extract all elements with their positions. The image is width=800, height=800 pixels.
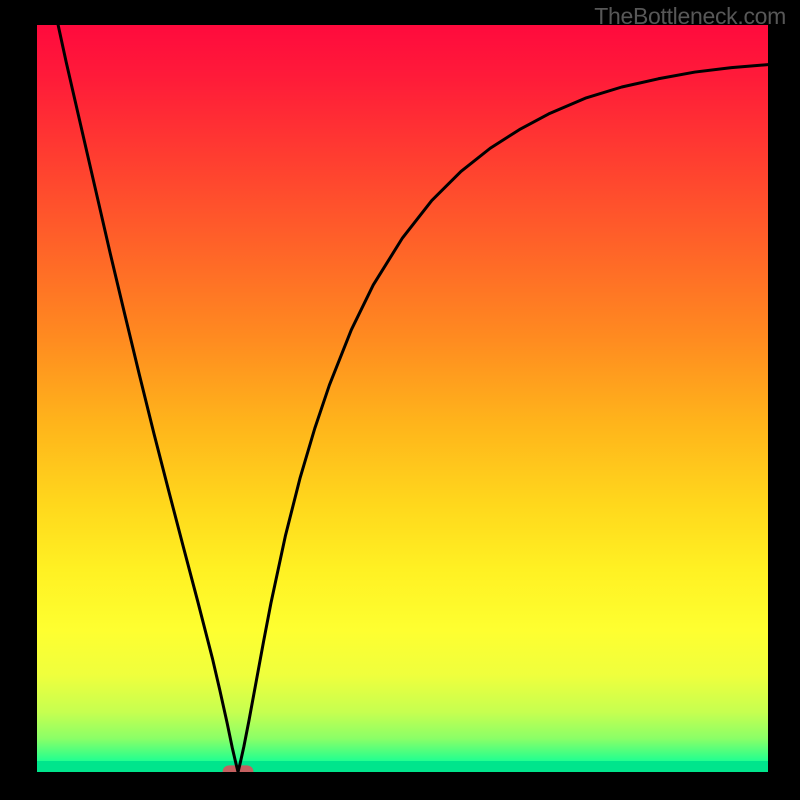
bottleneck-chart — [0, 0, 800, 800]
watermark-text: TheBottleneck.com — [594, 3, 786, 30]
bottom-green-band — [37, 761, 768, 772]
chart-container: TheBottleneck.com — [0, 0, 800, 800]
plot-area — [37, 0, 768, 777]
